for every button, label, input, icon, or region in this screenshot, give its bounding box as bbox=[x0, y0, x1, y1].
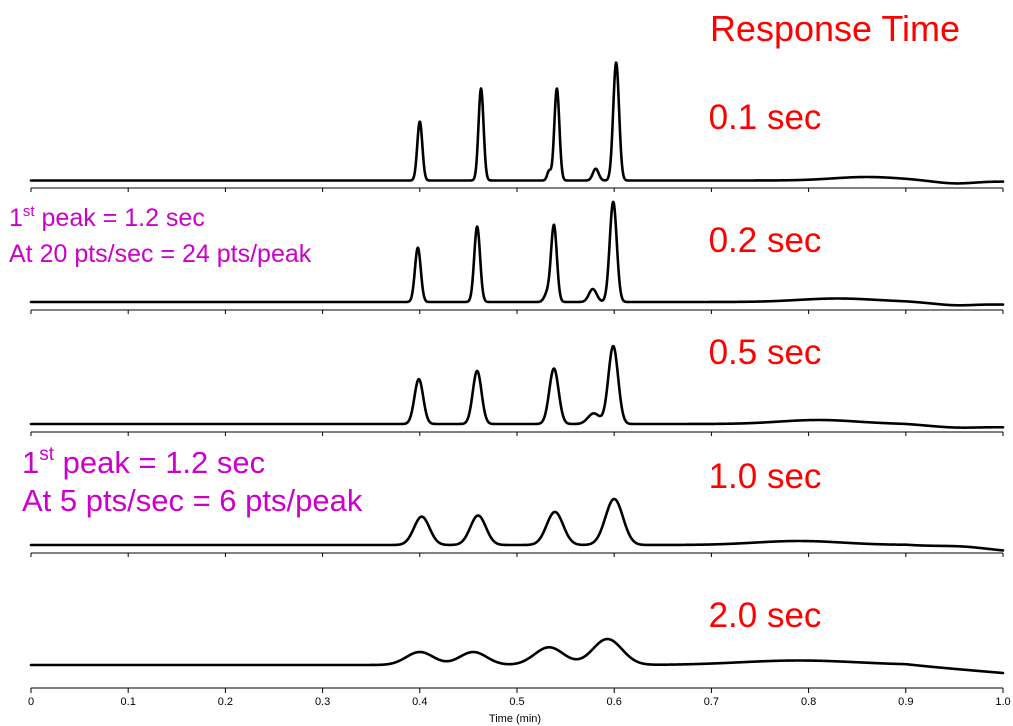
panel-1 bbox=[29, 200, 1005, 314]
x-tick-label-1: 0.1 bbox=[121, 696, 136, 708]
series-label-2: 0.5 sec bbox=[709, 333, 822, 372]
x-axis-label: Time (min) bbox=[489, 713, 541, 725]
x-tick-label-6: 0.6 bbox=[607, 696, 622, 708]
x-axis: 0 0.1 0.2 0.3 0.4 0.5 0.6 0.7 0.8 0.9 1.0 bbox=[28, 687, 1011, 708]
series-label-3: 1.0 sec bbox=[709, 457, 822, 496]
trace-0 bbox=[29, 61, 1005, 185]
series-label-1: 0.2 sec bbox=[709, 221, 822, 260]
trace-4 bbox=[29, 637, 1005, 675]
annotation-1-line2: At 20 pts/sec = 24 pts/peak bbox=[9, 240, 312, 268]
annotation-2-line2: At 5 pts/sec = 6 pts/peak bbox=[22, 483, 363, 518]
annotation-2-ordinal: 1 bbox=[22, 445, 39, 480]
panel-4 bbox=[29, 637, 1005, 675]
annotation-2-superscript: st bbox=[39, 444, 55, 465]
x-tick-label-8: 0.8 bbox=[801, 696, 816, 708]
x-tick-label-3: 0.3 bbox=[315, 696, 330, 708]
chart-title: Response Time bbox=[710, 8, 960, 49]
x-tick-label-9: 0.9 bbox=[898, 696, 913, 708]
x-tick-label-5: 0.5 bbox=[509, 696, 524, 708]
trace-1 bbox=[29, 200, 1005, 307]
panel-2 bbox=[29, 344, 1005, 436]
series-label-0: 0.1 sec bbox=[709, 98, 822, 137]
annotation-2-line1: 1st peak = 1.2 sec bbox=[22, 444, 265, 480]
series-label-4: 2.0 sec bbox=[709, 596, 822, 635]
trace-2 bbox=[29, 344, 1005, 429]
trace-3 bbox=[29, 497, 1005, 552]
chart-panels bbox=[29, 61, 1005, 675]
x-tick-label-2: 0.2 bbox=[218, 696, 233, 708]
panel-3 bbox=[29, 497, 1005, 557]
annotation-1-superscript: st bbox=[23, 203, 36, 220]
annotation-1-rest: peak = 1.2 sec bbox=[35, 204, 205, 232]
x-tick-label-7: 0.7 bbox=[704, 696, 719, 708]
panel-0 bbox=[29, 61, 1005, 192]
annotation-1-ordinal: 1 bbox=[9, 204, 23, 232]
x-tick-label-4: 0.4 bbox=[412, 696, 427, 708]
x-tick-label-0: 0 bbox=[28, 696, 34, 708]
x-tick-label-10: 1.0 bbox=[995, 696, 1010, 708]
annotation-2-rest: peak = 1.2 sec bbox=[54, 445, 265, 480]
annotation-1-line1: 1st peak = 1.2 sec bbox=[9, 203, 205, 232]
